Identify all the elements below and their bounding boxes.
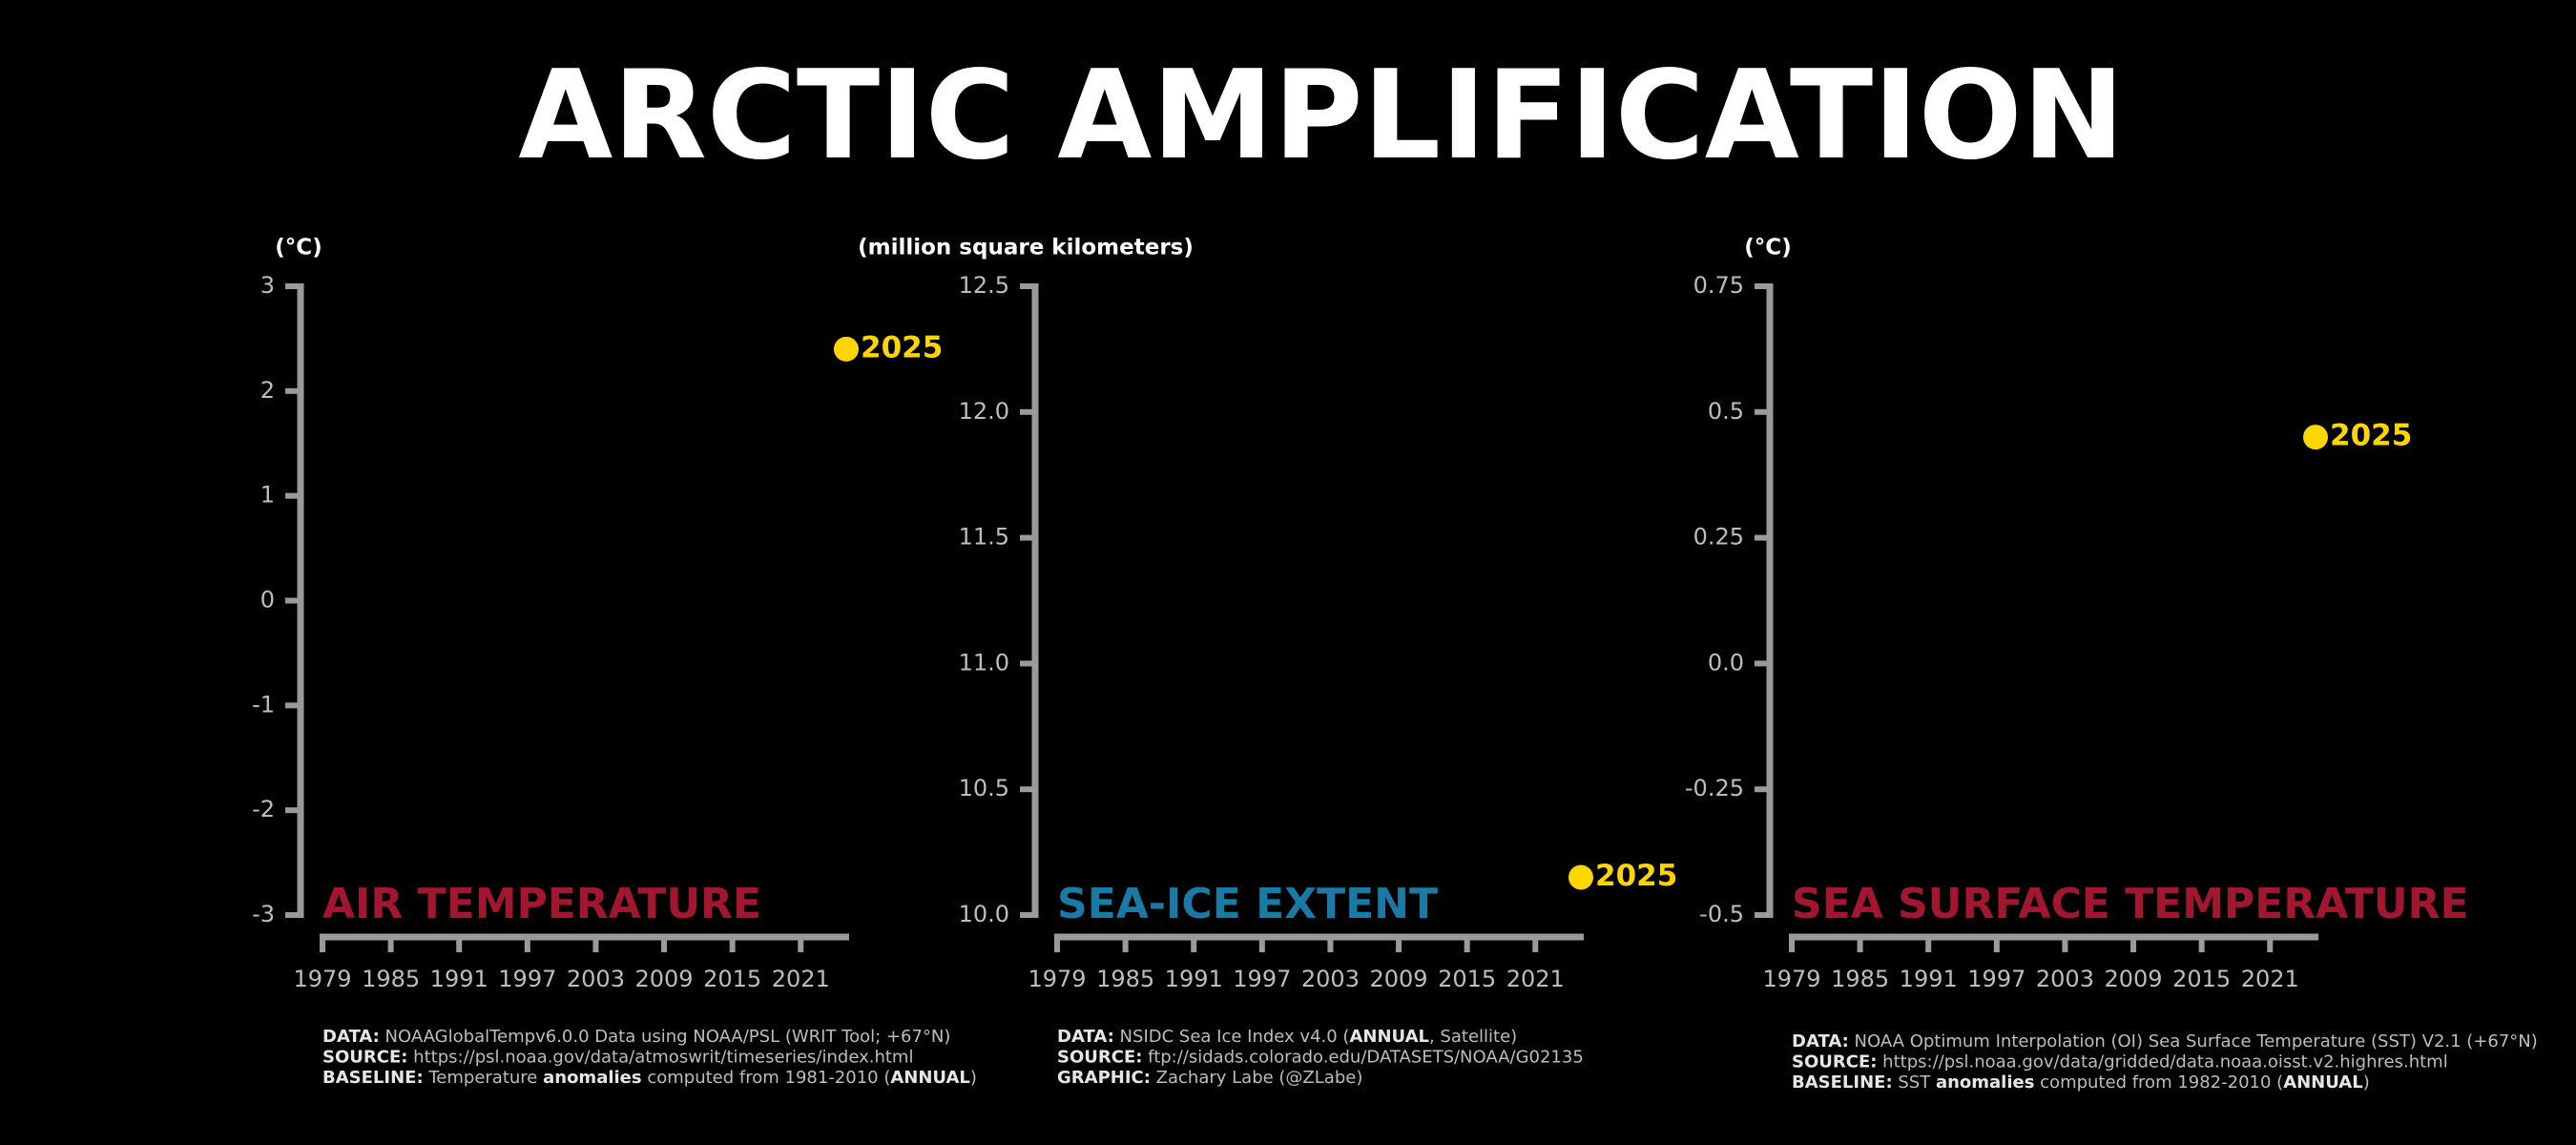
- y-tick-label: 0.75: [1693, 272, 1744, 299]
- note-bold: BASELINE:: [322, 1068, 424, 1088]
- y-tick-label: 0.5: [1708, 398, 1744, 425]
- source-note: SOURCE: https://psl.noaa.gov/data/atmosw…: [322, 1048, 913, 1068]
- y-tick-label: -3: [252, 901, 275, 927]
- note-text: SST: [1893, 1072, 1936, 1093]
- note-text: https://psl.noaa.gov/data/gridded/data.n…: [1877, 1052, 2447, 1072]
- x-tick-label: 2009: [2105, 966, 2163, 992]
- x-tick-label: 2021: [2241, 966, 2299, 992]
- y-axis-label: (million square kilometers): [858, 236, 1194, 260]
- page-title: ARCTIC AMPLIFICATION: [518, 45, 2124, 187]
- x-tick-label: 1997: [498, 966, 556, 992]
- y-tick-label: 11.5: [959, 524, 1009, 551]
- data-point: [834, 336, 859, 362]
- note-text: ftp://sidads.colorado.edu/DATASETS/NOAA/…: [1142, 1048, 1583, 1068]
- note-bold: ANNUAL: [2283, 1072, 2363, 1093]
- note-text: Temperature: [424, 1068, 543, 1088]
- panel-title: SEA-ICE EXTENT: [1057, 880, 1438, 928]
- x-tick-label: 1985: [1096, 966, 1154, 992]
- source-note: BASELINE: SST anomalies computed from 19…: [1792, 1072, 2370, 1093]
- x-tick-label: 1991: [1900, 966, 1958, 992]
- note-text: Zachary Labe (@ZLabe): [1151, 1068, 1362, 1088]
- x-tick-label: 2015: [703, 966, 761, 992]
- x-tick-label: 1991: [1165, 966, 1223, 992]
- note-bold: anomalies: [1936, 1072, 2035, 1093]
- note-text: computed from 1982-2010 (: [2034, 1072, 2283, 1093]
- x-tick-label: 2003: [567, 966, 625, 992]
- y-axis-label: (°C): [275, 236, 322, 260]
- source-note: SOURCE: ftp://sidads.colorado.edu/DATASE…: [1057, 1048, 1584, 1068]
- x-tick-label: 2021: [1506, 966, 1565, 992]
- note-text: NOAA Optimum Interpolation (OI) Sea Surf…: [1849, 1031, 2538, 1051]
- y-tick-label: 10.0: [959, 901, 1009, 927]
- x-tick-label: 2009: [635, 966, 694, 992]
- x-tick-label: 2003: [2036, 966, 2094, 992]
- x-tick-label: 1985: [362, 966, 420, 992]
- x-tick-label: 1979: [293, 966, 351, 992]
- y-tick-label: 0: [260, 587, 275, 614]
- y-tick-label: 1: [260, 482, 275, 509]
- panel-title: SEA SURFACE TEMPERATURE: [1792, 880, 2469, 928]
- point-label: 2025: [861, 330, 943, 364]
- note-bold: DATA:: [322, 1027, 380, 1047]
- y-tick-label: 2: [260, 377, 275, 404]
- note-bold: DATA:: [1057, 1027, 1114, 1047]
- x-tick-label: 2015: [2172, 966, 2231, 992]
- note-bold: SOURCE:: [1792, 1052, 1877, 1072]
- x-tick-label: 1997: [1233, 966, 1291, 992]
- note-text: NOAAGlobalTempv6.0.0 Data using NOAA/PSL…: [380, 1027, 951, 1047]
- note-bold: SOURCE:: [322, 1048, 407, 1068]
- note-bold: ANNUAL: [1349, 1027, 1429, 1047]
- y-tick-label: -0.25: [1685, 775, 1744, 802]
- y-axis-label: (°C): [1744, 236, 1791, 260]
- note-text: ): [970, 1068, 977, 1088]
- note-bold: anomalies: [543, 1068, 642, 1088]
- y-tick-label: 12.0: [959, 398, 1009, 425]
- source-note: BASELINE: Temperature anomalies computed…: [322, 1068, 977, 1088]
- source-note: DATA: NSIDC Sea Ice Index v4.0 (ANNUAL, …: [1057, 1027, 1517, 1047]
- source-note: GRAPHIC: Zachary Labe (@ZLabe): [1057, 1068, 1362, 1088]
- data-point: [2303, 425, 2328, 450]
- x-tick-label: 1979: [1762, 966, 1820, 992]
- x-tick-label: 2015: [1438, 966, 1496, 992]
- note-bold: BASELINE:: [1792, 1072, 1893, 1093]
- note-bold: SOURCE:: [1057, 1048, 1142, 1068]
- x-tick-label: 2009: [1370, 966, 1428, 992]
- y-tick-label: -2: [252, 796, 275, 822]
- y-tick-label: -1: [252, 691, 275, 718]
- data-point: [1568, 864, 1593, 890]
- point-label: 2025: [2330, 419, 2412, 453]
- y-tick-label: 12.5: [959, 272, 1009, 299]
- x-tick-label: 1997: [1967, 966, 2025, 992]
- source-note: DATA: NOAAGlobalTempv6.0.0 Data using NO…: [322, 1027, 950, 1047]
- note-text: computed from 1981-2010 (: [642, 1068, 891, 1088]
- x-tick-label: 1991: [430, 966, 488, 992]
- note-text: ): [2363, 1072, 2370, 1093]
- y-tick-label: 11.0: [959, 649, 1009, 676]
- x-tick-label: 1985: [1831, 966, 1889, 992]
- x-tick-label: 2003: [1301, 966, 1360, 992]
- note-text: , Satellite): [1429, 1027, 1517, 1047]
- y-tick-label: 0.25: [1693, 524, 1744, 551]
- panel-title: AIR TEMPERATURE: [322, 880, 761, 928]
- note-bold: GRAPHIC:: [1057, 1068, 1151, 1088]
- note-text: https://psl.noaa.gov/data/atmoswrit/time…: [407, 1048, 913, 1068]
- note-bold: DATA:: [1792, 1031, 1849, 1051]
- x-tick-label: 1979: [1028, 966, 1086, 992]
- source-note: DATA: NOAA Optimum Interpolation (OI) Se…: [1792, 1031, 2538, 1051]
- note-bold: ANNUAL: [890, 1068, 970, 1088]
- source-note: SOURCE: https://psl.noaa.gov/data/gridde…: [1792, 1052, 2448, 1072]
- y-tick-label: 10.5: [959, 775, 1009, 802]
- note-text: NSIDC Sea Ice Index v4.0 (: [1114, 1027, 1350, 1047]
- y-tick-label: 3: [260, 272, 275, 299]
- y-tick-label: 0.0: [1708, 649, 1744, 676]
- point-label: 2025: [1595, 859, 1677, 893]
- x-tick-label: 2021: [772, 966, 830, 992]
- y-tick-label: -0.5: [1699, 901, 1744, 927]
